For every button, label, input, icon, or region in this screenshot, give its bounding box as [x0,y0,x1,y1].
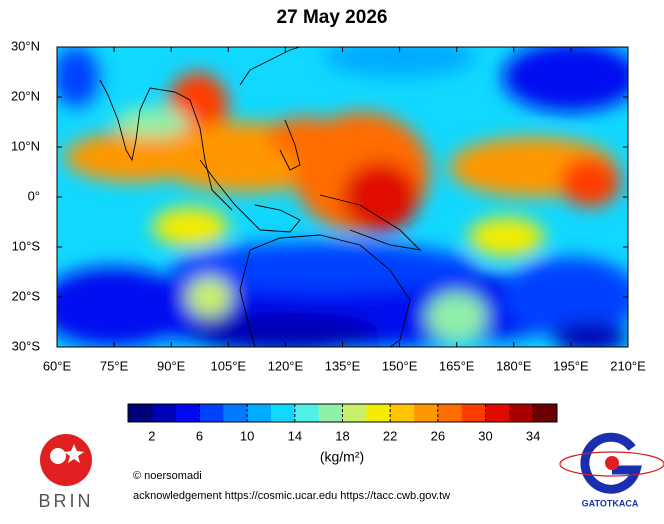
colorbar-tick-label: 2 [148,428,155,443]
field-blob [426,292,488,342]
field-blob [323,47,476,77]
x-tick-label: 135°E [325,358,361,373]
coast-line [239,249,256,347]
colorbar-tick-label: 6 [196,428,203,443]
coast-line [199,159,301,233]
colorbar-bin [414,404,439,422]
logo-shape [580,432,642,494]
brin-logo: BRIN [38,434,93,511]
colorbar-tick-label: 26 [431,428,445,443]
y-tick-label: 20°N [11,88,40,103]
y-tick-label: 20°S [12,288,41,303]
colorbar-bin [175,404,200,422]
x-tick-label: 60°E [43,358,72,373]
colorbar-bin [318,404,343,422]
field-blob [186,277,233,317]
coast-line [239,47,301,86]
y-tick-label: 10°S [12,238,41,253]
y-tick-label: 30°S [12,338,41,353]
x-tick-label: 180°E [496,358,532,373]
colorbar-bin [509,404,534,422]
x-tick-label: 165°E [439,358,475,373]
logo-shape [605,456,619,470]
colorbar-bin [366,404,391,422]
x-tick-label: 150°E [382,358,418,373]
logo-shape [559,451,664,477]
colorbar-tick-label: 14 [288,428,302,443]
map-field [57,47,628,347]
coast-line [319,194,422,251]
field-blob [342,162,419,232]
y-tick-label: 10°N [11,138,40,153]
colorbar-bin [461,404,486,422]
coast-line [279,119,301,171]
colorbar-tick-label: 18 [335,428,349,443]
colorbar-tick-label: 34 [526,428,540,443]
colorbar-bin [390,404,415,422]
acknowledgement: acknowledgement https://cosmic.ucar.edu … [133,490,450,502]
colorbar-bin [128,404,153,422]
logo-text: BRIN [38,491,93,511]
colorbar-tick-label: 10 [240,428,254,443]
x-tick-label: 105°E [211,358,247,373]
y-tick-label: 0° [28,188,40,203]
x-tick-label: 90°E [157,358,186,373]
x-tick-label: 75°E [100,358,129,373]
colorbar-bin [342,404,367,422]
y-tick-label: 30°N [11,38,40,53]
field-blob [114,107,191,137]
coast-line [99,79,233,211]
field-blob [266,117,343,157]
field-blob [57,47,99,107]
author: © noersomadi [133,470,202,482]
logo-text: GATOTKACA [582,498,639,508]
logo-shape [50,448,66,464]
colorbar-bin [247,404,272,422]
field-blob [57,267,191,347]
x-tick-label: 195°E [553,358,589,373]
field-blob [171,242,476,292]
logo-shape [40,434,92,486]
field-blob [152,207,229,247]
title: 27 May 2026 [277,7,388,28]
colorbar-bin [294,404,320,422]
colorbar-tick-label: 30 [478,428,492,443]
field-blob [559,157,621,207]
colorbar-unit: (kg/m²) [320,449,364,465]
coast-line [249,234,411,347]
field-blob [502,47,628,112]
colorbar-tick-label: 22 [383,428,397,443]
field-blob [190,312,381,347]
colorbar-bin [485,404,510,422]
colorbar-bin [151,404,177,422]
field-blob [468,217,545,257]
colorbar-bin [533,404,558,422]
colorbar-bin [271,404,296,422]
colorbar-bin [437,404,463,422]
colorbar-bin [223,404,248,422]
logo-shape [64,444,84,463]
x-tick-label: 120°E [268,358,304,373]
gatotkaca-logo: GATOTKACA [559,432,664,508]
x-tick-label: 210°E [610,358,646,373]
field-blob [502,257,628,337]
coastlines [99,47,422,347]
colorbar-bin [199,404,224,422]
field-blobs [57,47,628,347]
field-blob [551,322,628,347]
